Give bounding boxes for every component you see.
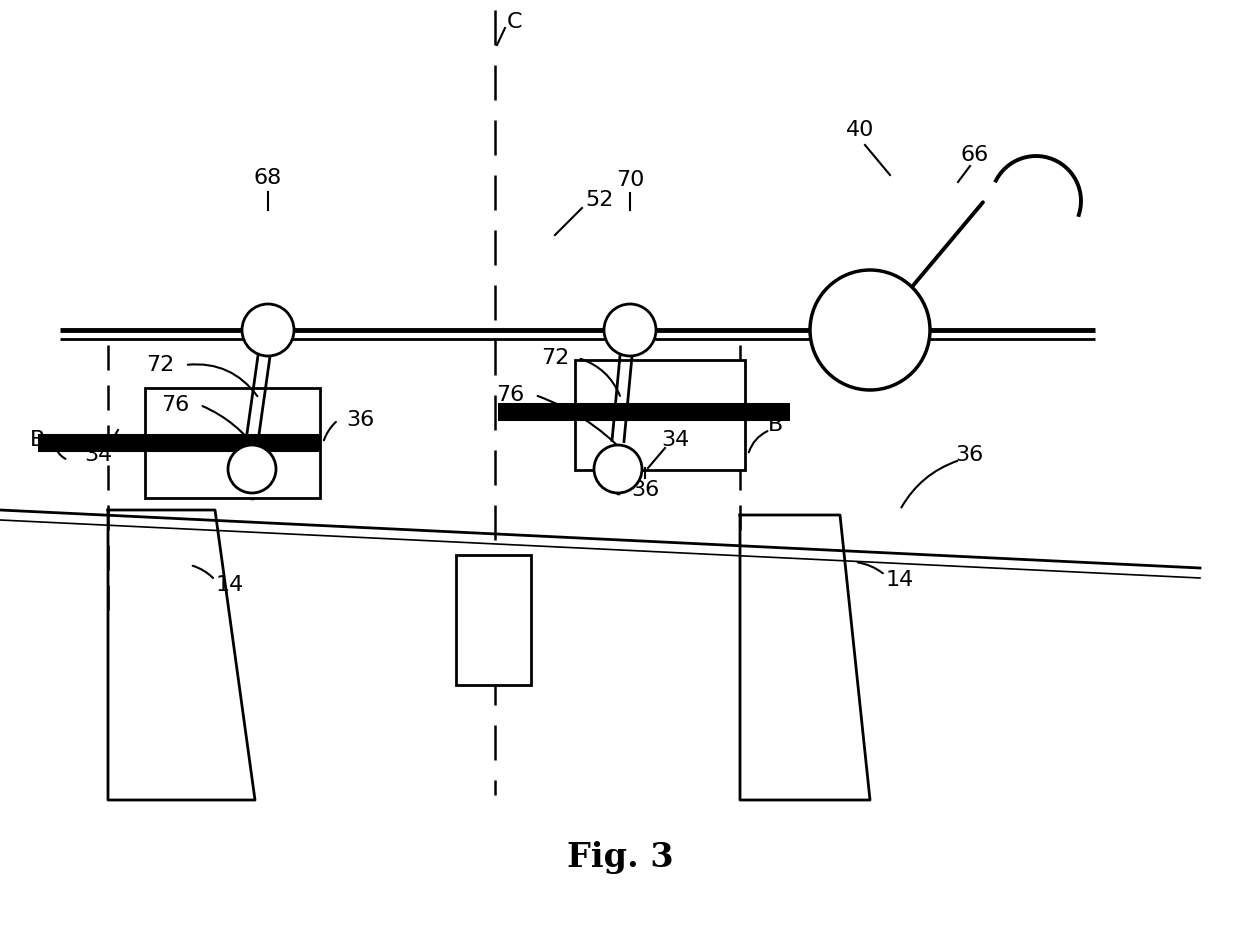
Text: 34: 34	[84, 445, 112, 465]
Text: B: B	[31, 430, 46, 450]
Text: 14: 14	[886, 570, 914, 590]
Text: 70: 70	[616, 170, 644, 190]
Text: 68: 68	[254, 168, 282, 188]
Text: 72: 72	[146, 355, 175, 375]
Text: B: B	[768, 415, 783, 435]
Text: 36: 36	[346, 410, 374, 430]
Text: 66: 66	[961, 145, 989, 165]
Bar	[456, 555, 532, 685]
Text: 36: 36	[955, 445, 984, 465]
Circle shape	[810, 270, 930, 390]
Text: 14: 14	[216, 575, 244, 595]
Bar	[575, 360, 745, 470]
Circle shape	[603, 304, 655, 356]
Circle shape	[242, 304, 294, 356]
Text: 36: 36	[631, 480, 659, 500]
Text: 34: 34	[660, 430, 689, 450]
Bar	[145, 388, 320, 498]
Circle shape	[228, 445, 276, 493]
Text: 76: 76	[161, 395, 190, 415]
Text: 76: 76	[496, 385, 524, 405]
Text: 72: 72	[541, 348, 569, 368]
Text: C: C	[507, 12, 523, 32]
Text: 52: 52	[585, 190, 613, 210]
Text: Fig. 3: Fig. 3	[566, 841, 673, 874]
Circle shape	[593, 445, 642, 493]
Text: 40: 40	[846, 120, 875, 140]
